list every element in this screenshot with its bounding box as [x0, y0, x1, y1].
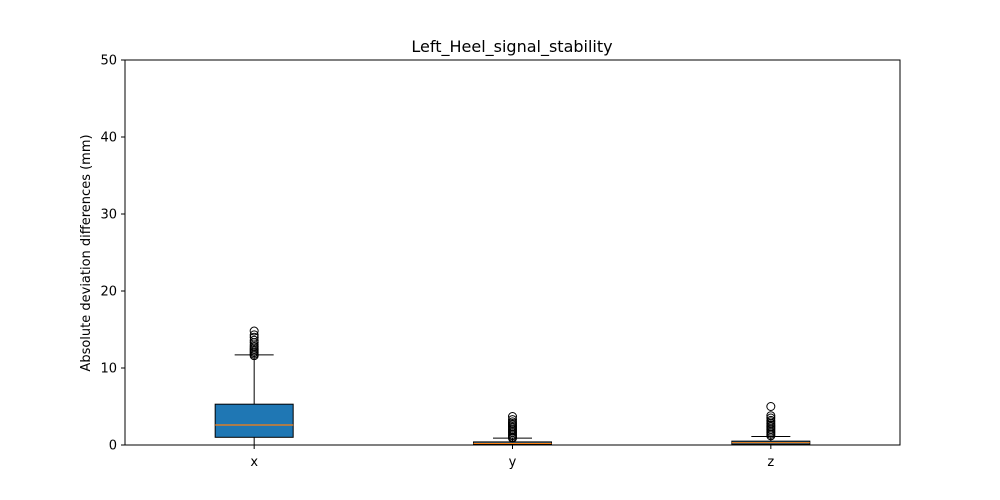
outlier-point — [249, 332, 259, 342]
outlier-point — [508, 412, 517, 422]
x-tick-label: z — [767, 455, 774, 470]
outlier-point — [508, 415, 517, 425]
y-tick-label: 30 — [100, 208, 117, 223]
outlier-point — [249, 326, 259, 336]
outlier-point — [766, 415, 776, 425]
outlier-point — [508, 417, 517, 427]
plot-frame — [124, 59, 901, 446]
x-tick-label: y — [509, 455, 517, 470]
outlier-point — [766, 402, 776, 411]
y-tick-label: 0 — [109, 439, 117, 454]
outlier-point — [766, 411, 776, 421]
y-tick-label: 20 — [100, 285, 117, 300]
y-tick-label: 10 — [100, 362, 117, 377]
y-axis-label: Absolute deviation differences (mm) — [79, 134, 94, 371]
outlier-point — [249, 330, 259, 340]
y-tick-label: 40 — [100, 131, 117, 146]
outlier-point — [766, 413, 776, 423]
y-tick-label: 50 — [100, 54, 117, 69]
outlier-point — [249, 335, 259, 345]
chart-title: Left_Heel_signal_stability — [411, 37, 612, 57]
box-x — [214, 403, 294, 438]
x-tick-label: x — [250, 455, 258, 470]
